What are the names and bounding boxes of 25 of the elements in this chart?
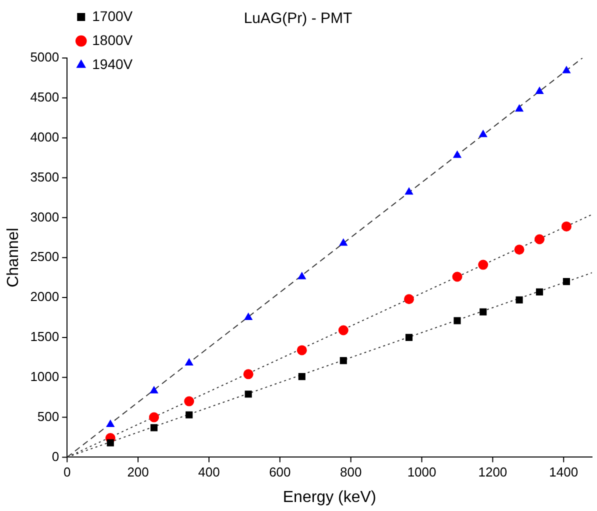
- y-tick-label: 2000: [30, 289, 60, 304]
- y-tick-label: 500: [37, 408, 60, 424]
- x-tick-label: 200: [127, 464, 149, 480]
- x-tick-label: 600: [269, 464, 291, 480]
- y-tick-label: 0: [52, 448, 60, 464]
- y-tick-label: 3000: [30, 209, 60, 224]
- y-tick-label: 1500: [30, 329, 60, 344]
- y-tick-label: 2500: [30, 249, 60, 264]
- x-tick-label: 1000: [407, 464, 436, 480]
- y-axis-title: Channel: [5, 228, 22, 288]
- x-tick-label: 400: [198, 464, 220, 480]
- legend-label: 1940V: [92, 56, 134, 72]
- y-tick-label: 4500: [30, 90, 60, 104]
- y-tick-label: 3500: [30, 169, 60, 184]
- y-tick-label: 5000: [30, 50, 60, 65]
- y-tick-label: 1000: [30, 368, 60, 384]
- x-tick-label: 1200: [478, 464, 508, 480]
- x-tick-label: 800: [340, 464, 362, 480]
- legend-label: 1700V: [92, 8, 134, 24]
- x-tick-label: 1400: [549, 464, 578, 480]
- x-tick-label: 0: [64, 464, 71, 480]
- chart-title: LuAG(Pr) - PMT: [244, 10, 352, 28]
- legend-label: 1800V: [92, 32, 134, 48]
- x-axis-title: Energy (keV): [282, 488, 376, 506]
- y-tick-label: 4000: [30, 129, 60, 144]
